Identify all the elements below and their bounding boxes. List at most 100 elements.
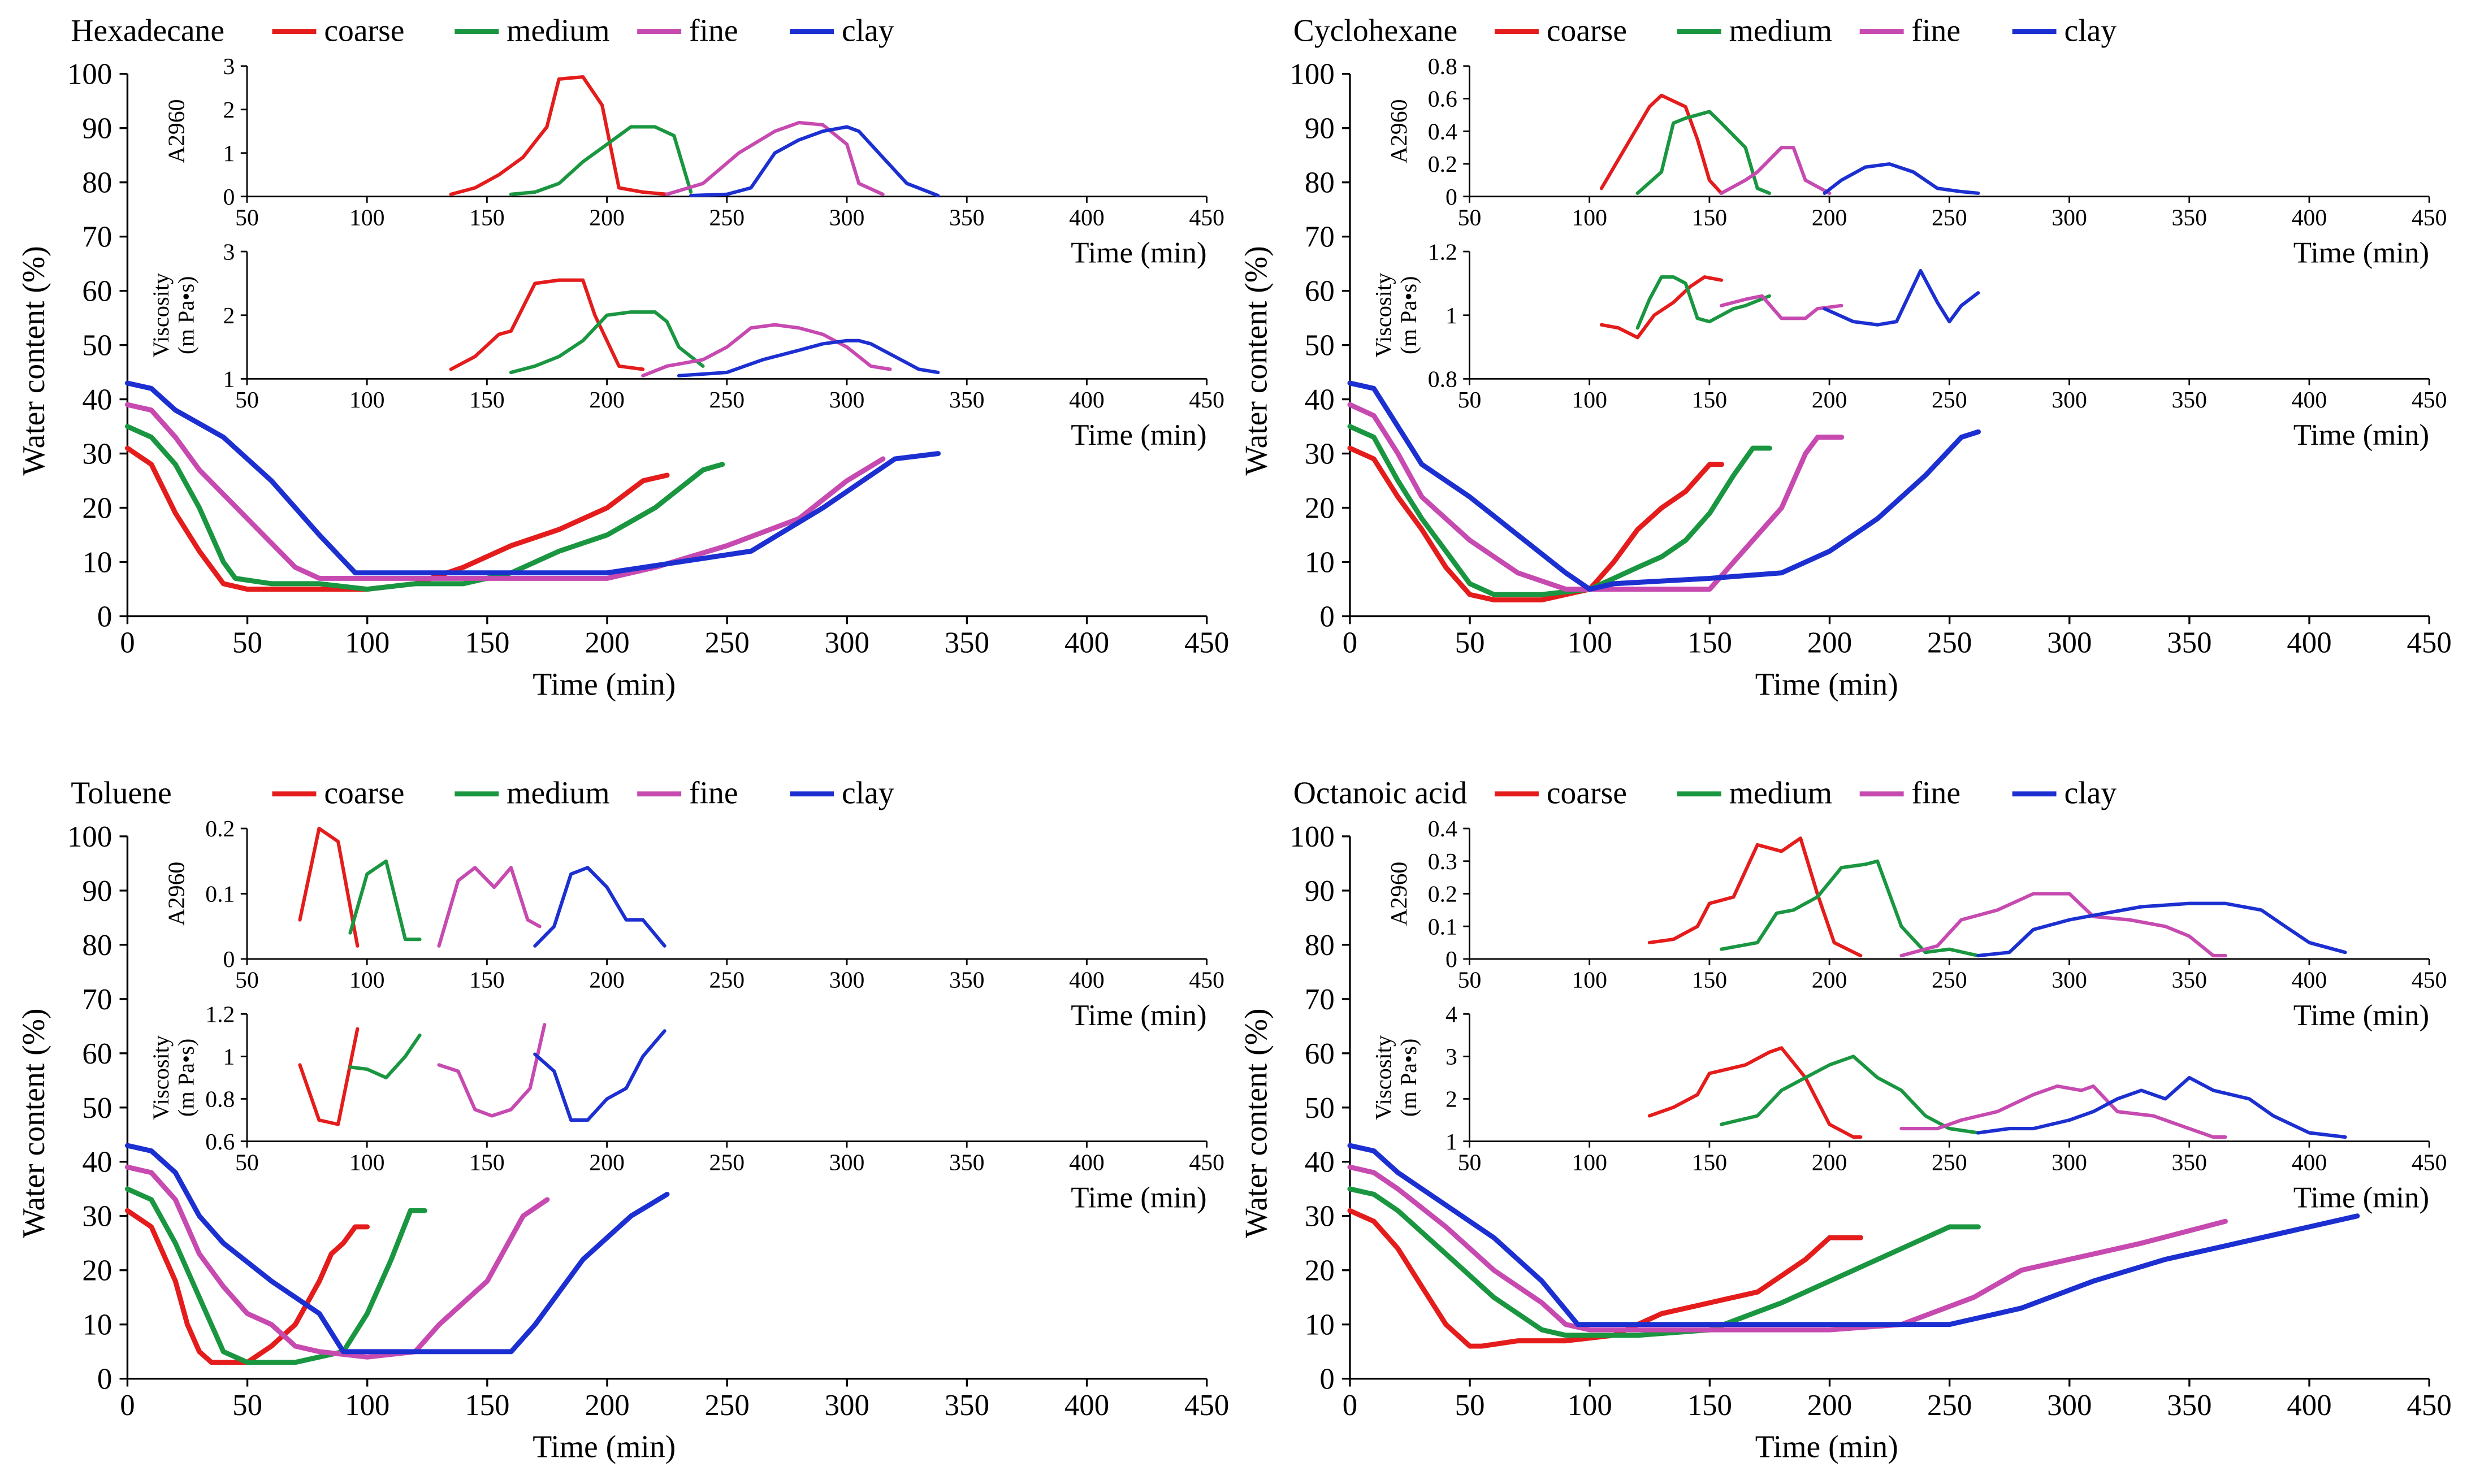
x-tick-label: 300 [829, 1149, 865, 1175]
x-tick-label: 400 [2292, 387, 2327, 413]
main-plot: 0 50 100 150 200 250 300 350 400 4500102030405060… [16, 58, 1229, 702]
x-tick-label: 250 [1927, 627, 1972, 659]
x-tick-label: 100 [1572, 387, 1607, 413]
inset-y-axis-title-line1: Viscosity [1370, 1035, 1396, 1120]
x-tick-label: 400 [1064, 627, 1109, 659]
y-tick-label: 60 [82, 1038, 112, 1070]
x-tick-label: 50 [232, 627, 262, 659]
inset-plot-a2960: 50 100 150 200 250 300 350 400 450 0 0.1 0.2 0.3 0.4 T… [1386, 816, 2447, 1032]
x-tick-label: 400 [2287, 1389, 2331, 1422]
y-axis-title: Water content (%) [1239, 246, 1274, 475]
series-line-coarse [1347, 1208, 1864, 1349]
series-line-coarse [124, 1208, 370, 1365]
y-tick-label: 1 [223, 141, 235, 167]
main-plot: 0 50 100 150 200 250 300 350 400 4500102030405060… [1239, 58, 2451, 702]
x-tick-label: 50 [1458, 205, 1482, 231]
y-tick-label: 100 [67, 821, 112, 853]
y-tick-label: 70 [1305, 221, 1335, 254]
inset-x-axis-title: Time (min) [1071, 237, 1206, 270]
y-tick-label: 90 [82, 875, 112, 908]
x-tick-label: 450 [1184, 627, 1229, 659]
inset-plot-viscosity: 50 100 150 200 250 300 350 400 450 1 2 3 4 Time (min)… [1370, 1001, 2447, 1214]
series-line-fine [1347, 402, 1845, 592]
series-line-coarse [449, 75, 669, 196]
legend-label-clay: clay [842, 13, 894, 48]
y-tick-label: 70 [1305, 983, 1335, 1016]
series-line-coarse [1647, 836, 1863, 958]
series-line-medium [1635, 110, 1771, 195]
y-tick-label: 50 [82, 329, 112, 362]
inset-y-axis-title: A2960 [1386, 862, 1412, 926]
series-line-fine [1899, 1084, 2227, 1139]
x-tick-label: 450 [1184, 1389, 1229, 1422]
x-tick-label: 50 [1455, 627, 1485, 659]
y-tick-label: 1 [1445, 303, 1457, 329]
legend-label-fine: fine [689, 13, 738, 48]
x-tick-label: 250 [1927, 1389, 1972, 1422]
series-line-fine [665, 120, 885, 196]
y-tick-label: 40 [82, 1146, 112, 1179]
x-tick-label: 150 [1692, 967, 1728, 993]
x-tick-label: 0 [120, 1389, 135, 1422]
y-tick-label: 4 [1445, 1001, 1457, 1027]
x-tick-label: 350 [949, 967, 985, 993]
y-tick-label: 30 [82, 1200, 112, 1233]
x-tick-label: 450 [2407, 1389, 2452, 1422]
series-line-clay [533, 866, 666, 948]
inset-x-axis-title: Time (min) [2293, 237, 2429, 270]
x-tick-label: 250 [709, 967, 745, 993]
series-line-medium [1347, 1186, 1981, 1338]
x-tick-label: 350 [2167, 627, 2211, 659]
y-tick-label: 2 [223, 303, 235, 329]
series-line-fine [1719, 146, 1832, 195]
x-tick-label: 150 [465, 627, 509, 659]
y-tick-label: 1 [1445, 1129, 1457, 1155]
x-tick-label: 100 [1572, 967, 1607, 993]
inset-x-axis-title: Time (min) [2293, 1181, 2429, 1214]
x-tick-label: 300 [2051, 967, 2087, 993]
y-tick-label: 0.4 [1428, 119, 1457, 145]
x-tick-label: 150 [469, 205, 505, 231]
x-tick-label: 400 [1069, 205, 1105, 231]
x-tick-label: 200 [1812, 967, 1847, 993]
x-tick-label: 150 [1687, 1389, 1732, 1422]
y-tick-label: 30 [82, 438, 112, 471]
y-tick-label: 50 [1305, 1092, 1335, 1125]
inset-y-axis-title-line2: (m Pa•s) [173, 1039, 198, 1117]
x-tick-label: 150 [1692, 205, 1728, 231]
x-tick-label: 350 [2171, 387, 2207, 413]
x-tick-label: 450 [1189, 967, 1224, 993]
x-tick-label: 250 [1932, 1149, 1967, 1175]
inset-y-axis-title-line1: Viscosity [148, 1035, 174, 1120]
y-tick-label: 0 [1319, 1363, 1334, 1396]
x-tick-label: 200 [585, 1389, 629, 1422]
series-line-medium [348, 1033, 422, 1080]
x-tick-label: 100 [345, 1389, 389, 1422]
x-tick-label: 100 [349, 387, 385, 413]
series-line-clay [1347, 380, 1981, 592]
y-tick-label: 0.8 [205, 1087, 235, 1113]
x-tick-label: 200 [1812, 205, 1847, 231]
inset-plot-viscosity: 50 100 150 200 250 300 350 400 450 0.8 1 1.2 Time (m… [1370, 239, 2447, 452]
x-tick-label: 450 [2412, 387, 2447, 413]
x-tick-label: 300 [2051, 387, 2087, 413]
inset-y-axis-title: A2960 [1386, 99, 1412, 164]
y-tick-label: 0.3 [1428, 849, 1457, 875]
series-line-fine [124, 1164, 550, 1360]
y-tick-label: 2 [223, 97, 235, 123]
x-tick-label: 100 [1572, 1149, 1607, 1175]
y-tick-label: 60 [1305, 275, 1335, 308]
x-axis-title: Time (min) [533, 1430, 676, 1465]
x-tick-label: 150 [465, 1389, 509, 1422]
y-axis-title: Water content (%) [1239, 1009, 1274, 1238]
x-tick-label: 50 [235, 1149, 259, 1175]
inset-y-axis-title: A2960 [164, 862, 190, 926]
x-tick-label: 200 [589, 387, 625, 413]
series-line-medium [124, 1186, 427, 1365]
x-tick-label: 100 [1568, 627, 1612, 659]
y-tick-label: 30 [1305, 438, 1335, 471]
series-line-fine [641, 323, 892, 377]
x-tick-label: 150 [469, 967, 505, 993]
